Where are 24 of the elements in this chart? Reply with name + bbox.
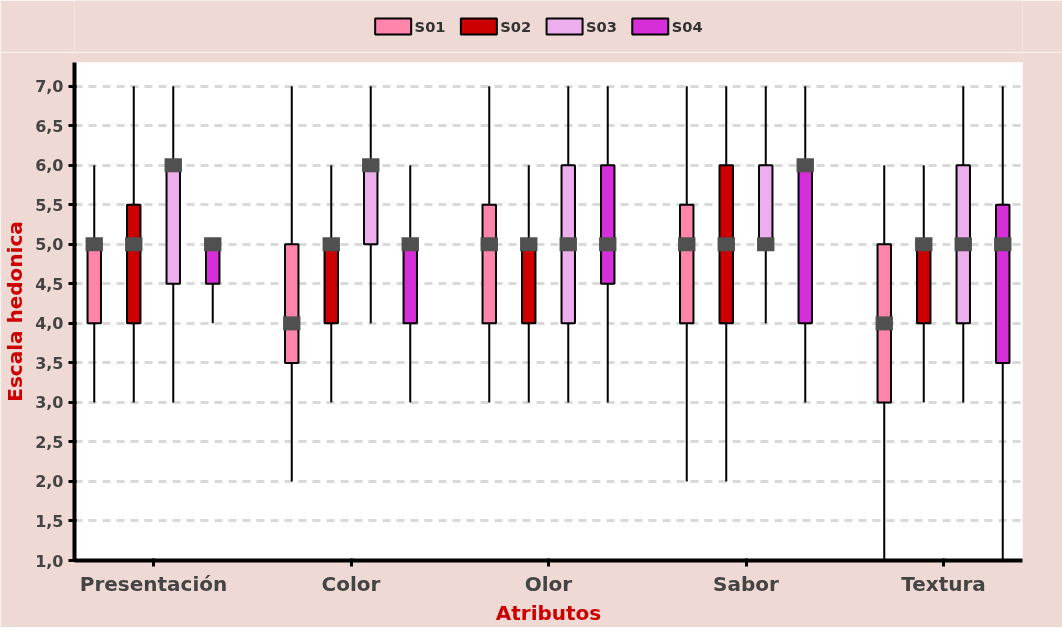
x-tick-label: Textura bbox=[901, 571, 986, 596]
y-tick-label: 3,5 bbox=[35, 353, 64, 373]
x-tick-label: Sabor bbox=[713, 571, 780, 596]
y-tick-label: 1,0 bbox=[35, 551, 64, 571]
y-tick-label: 5,0 bbox=[35, 235, 64, 255]
y-tick-label: 3,0 bbox=[35, 393, 64, 413]
y-tick-label: 4,0 bbox=[35, 314, 64, 334]
x-tick-label: Color bbox=[321, 571, 381, 596]
y-tick-label: 2,5 bbox=[35, 432, 64, 452]
y-tick-label: 2,0 bbox=[35, 472, 64, 492]
y-tick-label: 5,5 bbox=[35, 195, 64, 215]
x-tick-label: Olor bbox=[524, 571, 573, 596]
x-axis-title: Atributos bbox=[495, 600, 602, 625]
y-tick-label: 6,0 bbox=[35, 156, 64, 176]
x-tick-label: Presentación bbox=[79, 571, 228, 596]
legend-label: S03 bbox=[585, 18, 617, 35]
legend-label: S01 bbox=[414, 18, 446, 35]
legend-label: S02 bbox=[500, 18, 532, 35]
y-axis-title: Escala hedonica bbox=[3, 221, 28, 402]
y-tick-label: 1,5 bbox=[35, 511, 64, 531]
y-tick-label: 7,0 bbox=[35, 77, 64, 97]
y-tick-label: 4,5 bbox=[35, 274, 64, 294]
y-tick-label: 6,5 bbox=[35, 116, 64, 136]
legend-label: S04 bbox=[671, 18, 703, 35]
